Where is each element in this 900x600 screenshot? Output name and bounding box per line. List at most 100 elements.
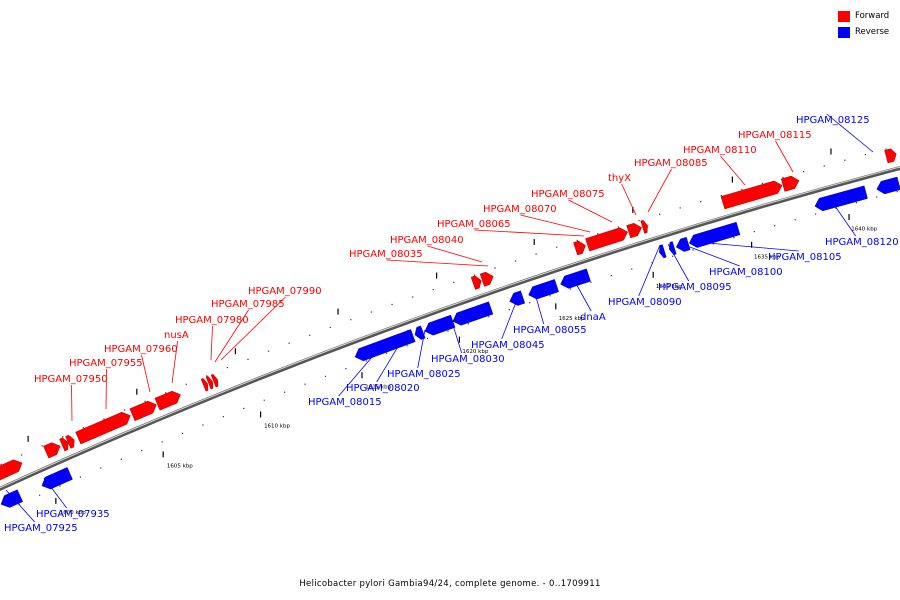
minor-tick [243, 407, 245, 409]
legend: Forward Reverse [838, 9, 889, 41]
gene-labels: HPGAM_07950 HPGAM_07955 HPGAM_07960 nusA HPG… [4, 115, 899, 534]
forward-gene [470, 275, 482, 290]
minor-tick [576, 239, 578, 242]
gene-label-reverse: HPGAM_08025 [387, 369, 461, 380]
forward-label: Forward [855, 11, 890, 21]
minor-tick [0, 463, 2, 465]
reverse-gene [509, 290, 526, 306]
reverse-gene [528, 279, 559, 300]
minor-tick [835, 207, 837, 209]
forward-gene [585, 227, 628, 252]
gene-label-forward: HPGAM_08075 [531, 189, 605, 200]
genome-caption: Helicobacter pylori Gambia94/24, complet… [299, 579, 601, 589]
minor-tick [79, 476, 82, 478]
reverse-gene [675, 236, 691, 252]
minor-tick [679, 207, 681, 209]
gene-label-forward: HPGAM_08035 [349, 249, 423, 260]
gene-label-forward: HPGAM_07950 [34, 374, 108, 385]
forward-gene [205, 375, 214, 390]
gene-label-reverse: HPGAM_08030 [431, 354, 505, 365]
tick-label: 1600 kbp [60, 510, 86, 516]
minor-tick [590, 281, 592, 283]
gene-label-reverse: HPGAM_08100 [709, 267, 783, 278]
minor-tick [329, 326, 331, 329]
minor-tick [720, 194, 722, 197]
minor-tick [41, 445, 43, 447]
gene-label-forward: HPGAM_07985 [211, 299, 285, 310]
forward-gene [75, 411, 131, 445]
reverse-gene [659, 244, 667, 259]
minor-tick [494, 267, 496, 269]
minor-tick [597, 233, 599, 235]
gene-label-reverse: HPGAM_07925 [4, 523, 78, 534]
minor-tick [412, 296, 414, 298]
minor-tick [864, 154, 866, 156]
minor-tick [855, 202, 858, 204]
leader-line [720, 155, 746, 186]
genome-backbone-highlight [0, 166, 900, 489]
leader-line [568, 199, 613, 223]
reverse-gene [424, 314, 456, 336]
minor-tick [324, 375, 327, 377]
gene-label-reverse: HPGAM_08020 [346, 383, 420, 394]
minor-tick [569, 288, 572, 290]
minor-tick [844, 159, 846, 161]
gene-label-forward: HPGAM_07990 [248, 286, 322, 297]
minor-tick [733, 237, 735, 239]
minor-tick [165, 392, 167, 394]
minor-tick [103, 418, 105, 420]
minor-tick [309, 334, 311, 336]
tick-label: 1605 kbp [167, 463, 193, 469]
gene-label-reverse: HPGAM_08090 [608, 297, 682, 308]
minor-tick [370, 311, 373, 313]
tick-label: 1640 kbp [851, 227, 877, 233]
minor-tick [782, 176, 784, 179]
minor-tick [226, 366, 229, 369]
reverse-gene [414, 325, 426, 340]
minor-tick [202, 424, 204, 426]
minor-tick [432, 289, 434, 291]
gene-label-reverse: HPGAM_08045 [471, 340, 545, 351]
gene-label-forward: thyX [608, 173, 631, 184]
forward-gene [154, 390, 181, 411]
gene-label-forward: HPGAM_08070 [483, 204, 557, 215]
minor-tick [672, 255, 674, 257]
reverse-gene [688, 221, 741, 248]
minor-tick [426, 337, 429, 339]
gene-label-forward: nusA [164, 330, 189, 341]
minor-tick [365, 360, 367, 362]
forward-gene [780, 175, 800, 192]
reverse-gene [41, 467, 73, 490]
minor-tick [473, 274, 475, 276]
minor-tick [700, 201, 702, 203]
gene-label-forward: HPGAM_07955 [69, 358, 143, 369]
minor-tick [100, 467, 102, 469]
leader-line [775, 140, 794, 173]
minor-tick [39, 494, 41, 496]
gene-label-reverse: HPGAM_08105 [768, 252, 842, 263]
minor-tick [741, 188, 743, 191]
gene-label-forward: HPGAM_08040 [390, 235, 464, 246]
forward-gene [200, 378, 209, 392]
leader-line [171, 340, 179, 384]
forward-gene [65, 434, 75, 449]
forward-swatch [838, 10, 850, 22]
leader-line [386, 259, 489, 267]
reverse-gene [876, 176, 900, 195]
forward-gene [210, 373, 219, 388]
minor-tick [617, 226, 620, 228]
minor-tick [638, 220, 640, 222]
minor-tick [529, 302, 531, 304]
minor-tick [823, 165, 825, 167]
gene-features [0, 148, 900, 508]
gene-label-reverse: HPGAM_07935 [36, 509, 110, 520]
tick-label: 1620 kbp [462, 349, 488, 355]
minor-tick [631, 268, 633, 270]
minor-tick [206, 375, 208, 377]
minor-tick [774, 225, 776, 227]
minor-ticks [0, 148, 898, 506]
tick-label: 1615 kbp [365, 384, 391, 390]
minor-tick [692, 249, 694, 251]
gene-label-forward: HPGAM_08065 [437, 219, 511, 230]
leader-line [520, 214, 591, 233]
